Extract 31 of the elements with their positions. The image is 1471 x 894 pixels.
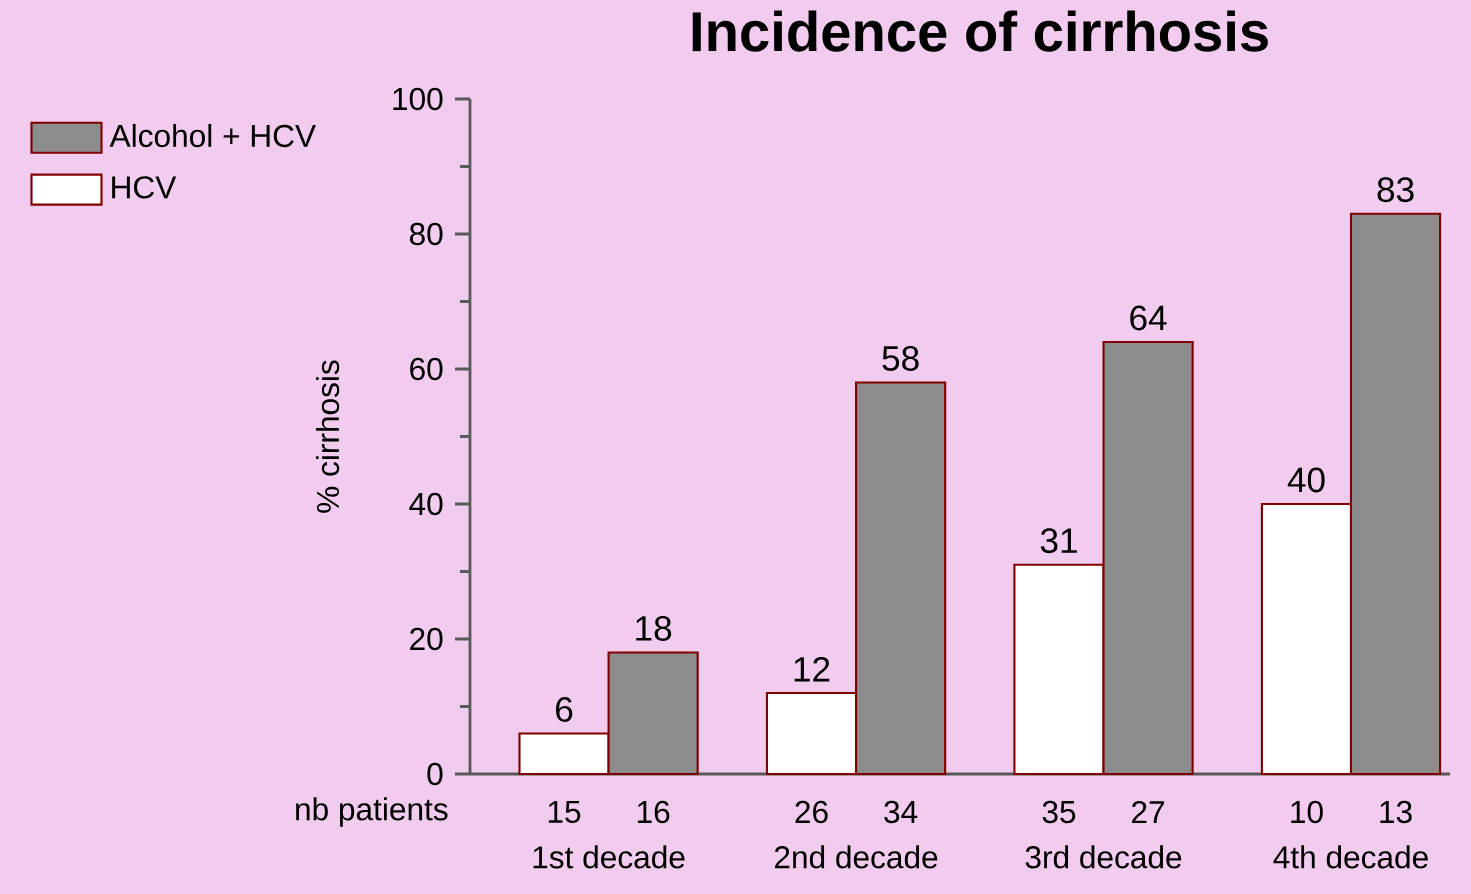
x-tick-label: 2nd decade [774, 845, 938, 869]
data-label: 31 [1040, 528, 1077, 554]
text: 35 [1042, 800, 1076, 824]
y-tick-label: 80 [409, 222, 443, 246]
text: 15 [548, 800, 581, 824]
y-tick-label: 20 [410, 627, 443, 651]
y-tick-label: 40 [409, 492, 443, 516]
y-tick-label: 60 [410, 357, 443, 381]
text: 10 [1291, 800, 1323, 824]
x-tick-label: 3rd decade [1025, 845, 1182, 869]
text: 26 [795, 800, 828, 824]
text: nb patients [296, 797, 448, 827]
text: 27 [1132, 800, 1165, 824]
text: 13 [1380, 800, 1412, 824]
text: 34 [884, 800, 918, 824]
data-label: 83 [1377, 177, 1414, 203]
y-tick-label: 100 [393, 87, 443, 111]
data-label: 64 [1130, 305, 1167, 331]
data-label: 12 [794, 656, 830, 682]
x-tick-label: 4th decade [1273, 845, 1428, 869]
y-axis-title: % cirrhosis [315, 360, 340, 513]
y-tick-label: 0 [427, 762, 443, 786]
legend-label: HCV [112, 176, 177, 199]
chart-title: Incidence of cirrhosis [692, 10, 1268, 52]
data-label: 6 [556, 697, 573, 722]
data-label: 18 [636, 616, 672, 641]
data-label: 58 [882, 346, 919, 371]
legend-label: Alcohol + HCV [109, 123, 316, 148]
text: 16 [637, 800, 670, 824]
data-label: 40 [1287, 467, 1325, 493]
x-tick-label: 1st decade [533, 845, 685, 869]
